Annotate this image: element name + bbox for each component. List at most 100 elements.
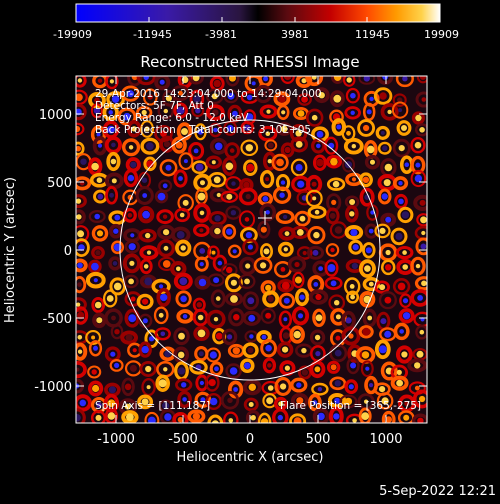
fringe-ring [307,225,326,245]
fringe-spot [233,314,240,321]
fringe-spot [333,76,342,81]
fringe-spot [214,227,221,235]
fringe-spot [349,211,355,217]
fringe-spot [144,277,153,286]
fringe-spot [415,114,422,122]
fringe-spot [244,217,250,222]
fringe-spot [145,365,152,373]
fringe-spot [247,244,253,250]
fringe-spot [162,402,170,410]
flare-position-label: Flare Position = [365,-275] [280,400,421,412]
fringe-ring [121,85,140,102]
fringe-ring [240,139,259,157]
fringe-ring [329,90,345,108]
fringe-spot [163,108,168,114]
fringe-ring [271,153,289,172]
fringe-ring [223,411,239,423]
fringe-ring [341,326,361,346]
fringe-spot [363,76,370,82]
fringe-ring [290,392,309,409]
fringe-ring [262,357,277,374]
fringe-spot [387,109,392,115]
fringe-spot [296,397,304,405]
fringe-spot [158,312,164,318]
fringe-spot [110,158,117,165]
fringe-spot [260,262,267,269]
fringe-spot [330,364,337,371]
fringe-ring [224,273,243,293]
fringe-spot [302,250,307,256]
fringe-spot [314,209,320,215]
fringe-spot [333,94,342,103]
fringe-ring [309,360,326,379]
fringe-spot [265,131,271,136]
fringe-spot [211,93,218,100]
fringe-spot [370,159,375,165]
fringe-ring [277,241,294,257]
flare-position-cross [258,211,272,225]
colorbar-tick: 19909 [424,28,459,41]
fringe-spot [196,302,203,308]
fringe-spot [414,362,421,369]
fringe-spot [113,282,122,291]
fringe-spot [385,416,393,423]
fringe-ring [344,277,361,296]
fringe-ring [412,413,427,423]
x-tick-label: 0 [246,432,254,447]
fringe-spot [294,261,300,268]
fringe-spot [283,76,292,81]
fringe-spot [76,302,81,307]
fringe-ring [76,76,87,88]
fringe-spot [248,402,254,407]
fringe-spot [417,417,424,423]
fringe-spot [312,400,318,405]
fringe-spot [76,145,81,152]
fringe-spot [333,413,340,420]
fringe-ring [87,365,102,379]
fringe-ring [253,256,273,274]
fringe-spot [243,181,250,189]
fringe-ring [142,88,158,106]
fringe-spot [349,284,355,289]
fringe-spot [199,380,204,386]
fringe-spot [76,93,83,102]
fringe-ring [194,256,209,272]
fringe-ring [254,84,273,104]
fringe-spot [384,330,392,338]
fringe-ring [325,154,343,169]
fringe-spot [164,413,172,421]
fringe-spot [77,262,83,269]
fringe-spot [176,106,185,115]
fringe-ring [220,190,239,203]
fringe-ring [358,259,376,278]
fringe-ring [362,308,377,328]
fringe-spot [215,332,223,340]
fringe-ring [205,347,221,363]
fringe-spot [127,90,134,98]
fringe-ring [358,76,376,85]
fringe-spot [144,126,150,132]
fringe-spot [94,213,100,220]
fringe-ring [262,290,280,308]
fringe-ring [291,306,310,326]
y-axis-title: Heliocentric Y (arcsec) [3,177,18,323]
fringe-spot [177,351,185,359]
fringe-spot [128,314,137,323]
fringe-ring [374,223,391,239]
fringe-spot [165,164,172,171]
fringe-ring [120,330,139,345]
fringe-ring [207,245,220,260]
fringe-ring [394,193,408,209]
fringe-spot [382,145,388,151]
fringe-ring [173,272,193,290]
fringe-ring [205,155,223,169]
fringe-spot [265,210,270,215]
fringe-ring [76,394,92,412]
fringe-spot [415,263,421,269]
fringe-ring [192,223,210,237]
fringe-ring [194,391,212,408]
fringe-ring [188,141,205,160]
fringe-ring [156,209,174,225]
fringe-spot [148,416,156,423]
fringe-spot [379,284,386,291]
